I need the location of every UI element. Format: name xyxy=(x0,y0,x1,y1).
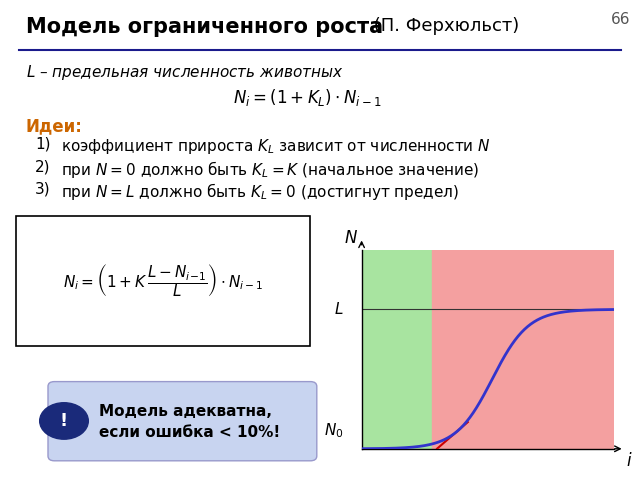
Text: $L$: $L$ xyxy=(334,301,344,317)
FancyBboxPatch shape xyxy=(16,216,310,346)
Text: $N_i = (1 + K_L) \cdot N_{i-1}$: $N_i = (1 + K_L) \cdot N_{i-1}$ xyxy=(233,87,381,108)
Text: 66: 66 xyxy=(611,12,630,27)
Text: $N_i = \left(1 + K\,\dfrac{L - N_{i\!-\!1}}{L}\right) \cdot N_{i-1}$: $N_i = \left(1 + K\,\dfrac{L - N_{i\!-\!… xyxy=(63,262,263,300)
Text: при $N{=}0$ должно быть $K_L{=}K$ (начальное значение): при $N{=}0$ должно быть $K_L{=}K$ (начал… xyxy=(61,159,479,180)
Text: !: ! xyxy=(60,412,68,430)
Bar xyxy=(362,250,433,449)
Bar xyxy=(433,250,614,449)
Text: $N_0$: $N_0$ xyxy=(324,421,344,440)
Text: Идеи:: Идеи: xyxy=(26,118,83,136)
Text: Модель адекватна,
если ошибка < 10%!: Модель адекватна, если ошибка < 10%! xyxy=(99,404,280,440)
Text: (П. Ферхюльст): (П. Ферхюльст) xyxy=(368,17,519,35)
Text: Модель ограниченного роста: Модель ограниченного роста xyxy=(26,17,383,37)
Text: $N$: $N$ xyxy=(344,228,358,247)
Text: при $N{=}L$ должно быть $K_L{=}0$ (достигнут предел): при $N{=}L$ должно быть $K_L{=}0$ (дости… xyxy=(61,181,459,203)
FancyBboxPatch shape xyxy=(48,382,317,461)
Text: коэффициент прироста $K_L$ зависит от численности $N$: коэффициент прироста $K_L$ зависит от чи… xyxy=(61,137,490,156)
Text: $L$ – предельная численность животных: $L$ – предельная численность животных xyxy=(26,63,343,83)
Text: 2): 2) xyxy=(35,159,51,174)
Text: 1): 1) xyxy=(35,137,51,152)
Circle shape xyxy=(40,403,88,439)
Text: $i$: $i$ xyxy=(627,452,633,470)
Text: 3): 3) xyxy=(35,181,51,196)
